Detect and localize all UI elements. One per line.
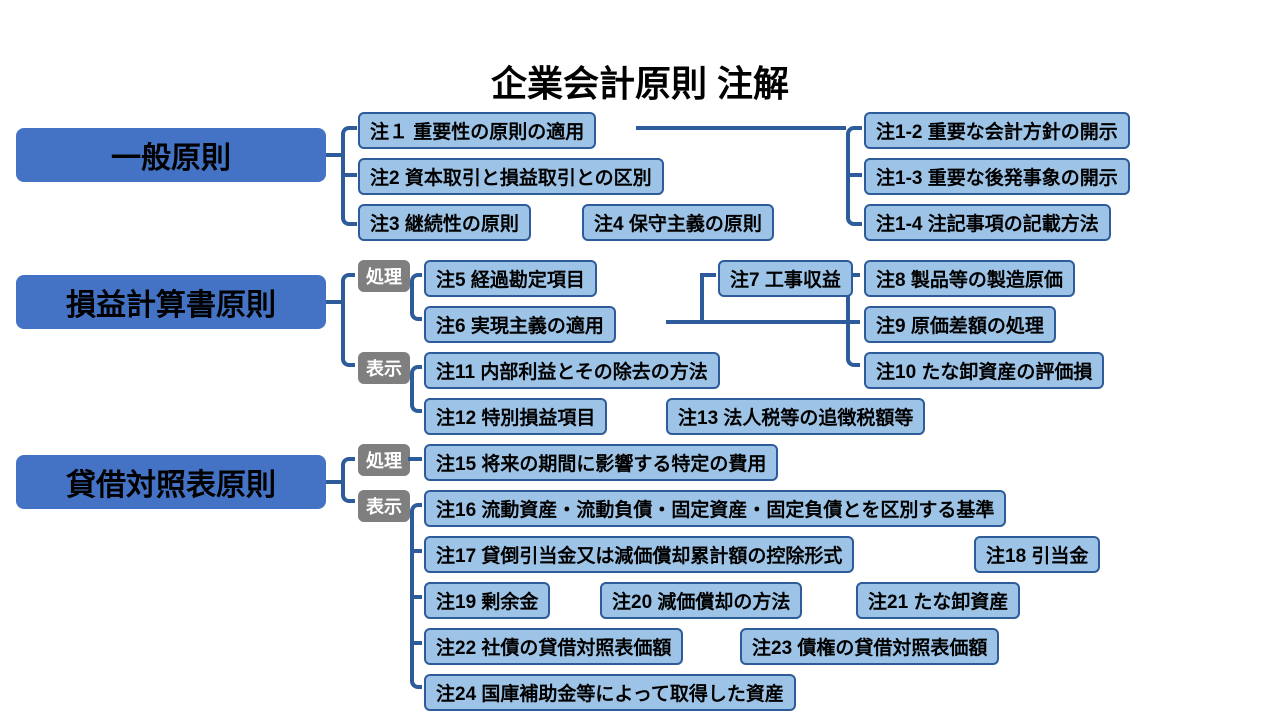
conn-n1sub-mid <box>846 173 862 177</box>
conn-bs15 <box>408 457 422 461</box>
bracket-pl-proc <box>410 273 422 321</box>
note-21: 注21 たな卸資産 <box>856 582 1020 619</box>
tag-bs-display: 表示 <box>358 490 410 522</box>
tag-pl-display: 表示 <box>358 352 410 384</box>
note-4: 注4 保守主義の原則 <box>582 204 774 241</box>
bracket-pl-disp <box>410 365 422 413</box>
conn-bs-stem <box>326 480 341 484</box>
note-20: 注20 減価償却の方法 <box>600 582 802 619</box>
note-16: 注16 流動資産・流動負債・固定資産・固定負債とを区別する基準 <box>424 490 1006 527</box>
conn-n6-h <box>666 320 846 324</box>
conn-bs-disp-2 <box>410 549 422 553</box>
note-1: 注１ 重要性の原則の適用 <box>358 112 596 149</box>
note-13: 注13 法人税等の追徴税額等 <box>666 398 925 435</box>
note-5: 注5 経過勘定項目 <box>424 260 597 297</box>
note-12: 注12 特別損益項目 <box>424 398 607 435</box>
conn-bs-disp-3 <box>410 595 422 599</box>
conn-general-mid <box>341 173 357 177</box>
note-1-4: 注1-4 注記事項の記載方法 <box>864 204 1111 241</box>
note-6: 注6 実現主義の適用 <box>424 306 616 343</box>
note-7: 注7 工事収益 <box>718 260 853 297</box>
note-19: 注19 剰余金 <box>424 582 550 619</box>
note-15: 注15 将来の期間に影響する特定の費用 <box>424 444 778 481</box>
note-8: 注8 製品等の製造原価 <box>864 260 1075 297</box>
main-general: 一般原則 <box>16 128 326 182</box>
note-9: 注9 原価差額の処理 <box>864 306 1056 343</box>
note-24: 注24 国庫補助金等によって取得した資産 <box>424 674 796 711</box>
note-23: 注23 債権の貸借対照表価額 <box>740 628 999 665</box>
page-title: 企業会計原則 注解 <box>491 55 789 107</box>
note-22: 注22 社債の貸借対照表価額 <box>424 628 683 665</box>
conn-pl-stem <box>326 300 341 304</box>
tag-pl-process: 処理 <box>358 260 410 292</box>
note-17: 注17 貸倒引当金又は減価償却累計額の控除形式 <box>424 536 854 573</box>
note-1-3: 注1-3 重要な後発事象の開示 <box>864 158 1130 195</box>
note-18: 注18 引当金 <box>974 536 1100 573</box>
note-1-2: 注1-2 重要な会計方針の開示 <box>864 112 1130 149</box>
main-bs: 貸借対照表原則 <box>16 455 326 509</box>
conn-bs-disp-4 <box>410 641 422 645</box>
note-10: 注10 たな卸資産の評価損 <box>864 352 1104 389</box>
conn-pl-right-mid <box>846 320 860 324</box>
bracket-pl <box>341 273 355 367</box>
note-2: 注2 資本取引と損益取引との区別 <box>358 158 664 195</box>
note-11: 注11 内部利益とその除去の方法 <box>424 352 720 389</box>
note-3: 注3 継続性の原則 <box>358 204 531 241</box>
bracket-bs <box>341 457 355 503</box>
conn-n7-h <box>700 273 716 277</box>
tag-bs-process: 処理 <box>358 444 410 476</box>
conn-n1-h1 <box>636 126 846 130</box>
conn-n7-stub <box>700 273 704 320</box>
conn-general-stem <box>326 153 341 157</box>
main-pl: 損益計算書原則 <box>16 275 326 329</box>
